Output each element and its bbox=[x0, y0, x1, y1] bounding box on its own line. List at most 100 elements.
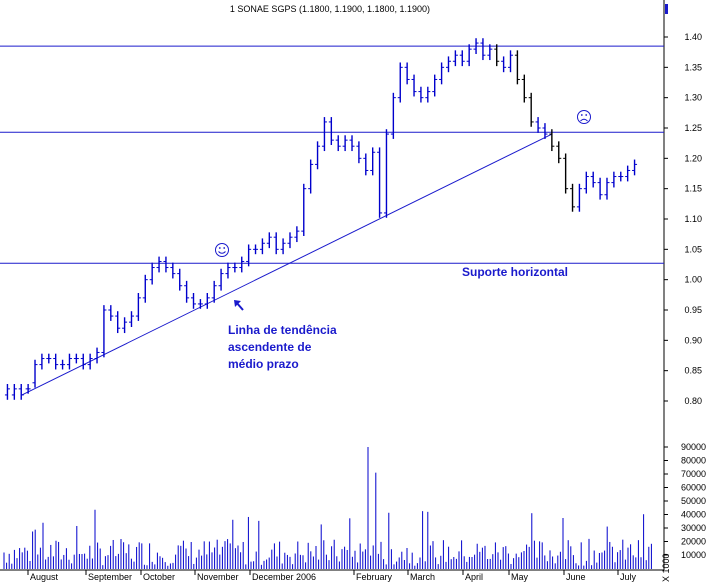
price-bar bbox=[18, 384, 24, 400]
price-bar bbox=[328, 117, 334, 145]
price-bar bbox=[60, 359, 66, 370]
price-bar bbox=[570, 183, 576, 212]
trendline bbox=[21, 133, 553, 396]
month-label: June bbox=[566, 572, 586, 582]
price-tick-label: 1.30 bbox=[684, 93, 702, 103]
price-bar bbox=[356, 141, 362, 164]
price-bar bbox=[390, 92, 396, 139]
trendline-annotation-line-2: ascendente de bbox=[228, 340, 312, 354]
month-label: August bbox=[30, 572, 59, 582]
month-label: April bbox=[465, 572, 483, 582]
price-bar bbox=[439, 62, 445, 85]
price-bar bbox=[80, 353, 86, 370]
price-tick-label: 1.25 bbox=[684, 123, 702, 133]
price-bar bbox=[218, 268, 224, 291]
volume-tick-label: 50000 bbox=[681, 496, 706, 506]
volume-tick-label: 40000 bbox=[681, 510, 706, 520]
price-bar bbox=[501, 56, 507, 73]
price-bar bbox=[528, 92, 534, 127]
price-bar bbox=[301, 183, 307, 236]
price-bar bbox=[122, 317, 128, 334]
price-bar bbox=[177, 268, 183, 291]
price-bar bbox=[170, 262, 176, 279]
price-bar bbox=[611, 171, 617, 188]
price-bar bbox=[521, 74, 527, 103]
price-bar bbox=[39, 353, 45, 370]
price-bar bbox=[632, 159, 638, 176]
price-tick-label: 1.15 bbox=[684, 184, 702, 194]
price-bar bbox=[480, 38, 486, 61]
price-bar bbox=[191, 293, 197, 309]
price-bar bbox=[239, 256, 245, 273]
price-bar bbox=[473, 38, 479, 54]
price-tick-label: 1.35 bbox=[684, 62, 702, 72]
price-bar bbox=[397, 62, 403, 103]
price-bar bbox=[73, 353, 79, 364]
price-bar bbox=[563, 153, 569, 194]
price-bar bbox=[377, 147, 383, 218]
price-bar bbox=[363, 153, 369, 176]
month-axis: August September October November December 2… bbox=[27, 570, 637, 582]
price-tick-label: 1.10 bbox=[684, 214, 702, 224]
price-bar bbox=[321, 117, 327, 152]
price-bar bbox=[349, 135, 355, 152]
price-bar bbox=[142, 274, 148, 303]
price-bar bbox=[514, 50, 520, 85]
month-label: November bbox=[197, 572, 239, 582]
price-tick-label: 0.80 bbox=[684, 396, 702, 406]
price-bar bbox=[590, 171, 596, 188]
price-bar bbox=[204, 293, 210, 309]
price-bar bbox=[32, 359, 38, 388]
price-bar bbox=[163, 256, 169, 273]
price-bar bbox=[211, 280, 217, 303]
month-label: March bbox=[410, 572, 435, 582]
price-bar bbox=[383, 129, 389, 218]
price-bar bbox=[94, 347, 100, 364]
volume-tick-label: 30000 bbox=[681, 523, 706, 533]
price-bar bbox=[508, 50, 514, 73]
price-bar bbox=[452, 50, 458, 67]
smiley-face-icon bbox=[215, 243, 229, 257]
arrow-icon bbox=[234, 300, 244, 311]
price-bar bbox=[46, 353, 52, 364]
price-bar bbox=[156, 256, 162, 273]
price-tick-label: 1.05 bbox=[684, 244, 702, 254]
price-bar bbox=[259, 238, 265, 255]
price-bar bbox=[618, 171, 624, 182]
price-bar bbox=[25, 384, 31, 394]
month-label: July bbox=[620, 572, 637, 582]
month-label: February bbox=[356, 572, 393, 582]
price-bar bbox=[625, 165, 631, 182]
price-bar bbox=[315, 141, 321, 170]
price-bar bbox=[445, 56, 451, 73]
price-bar bbox=[583, 171, 589, 194]
price-tick-label: 1.20 bbox=[684, 153, 702, 163]
price-bar bbox=[342, 135, 348, 152]
price-bar bbox=[418, 86, 424, 103]
price-bar bbox=[604, 177, 610, 200]
volume-axis: 90000 80000 70000 60000 50000 40000 30000 20000… bbox=[664, 442, 706, 560]
price-bar bbox=[432, 74, 438, 97]
price-bar bbox=[280, 238, 286, 255]
volume-unit-label: X 1000 bbox=[661, 553, 671, 582]
price-bar bbox=[66, 353, 72, 370]
price-bar bbox=[101, 305, 107, 358]
price-bar bbox=[370, 147, 376, 176]
price-bar bbox=[487, 44, 493, 61]
price-bar bbox=[135, 293, 141, 321]
price-bar bbox=[4, 384, 10, 400]
price-bar bbox=[542, 123, 548, 139]
volume-bars bbox=[3, 447, 652, 569]
price-bar bbox=[294, 226, 300, 243]
price-tick-label: 1.40 bbox=[684, 32, 702, 42]
volume-tick-label: 90000 bbox=[681, 442, 706, 452]
volume-tick-label: 60000 bbox=[681, 483, 706, 493]
price-bar bbox=[404, 62, 410, 85]
volume-tick-label: 80000 bbox=[681, 456, 706, 466]
price-bar bbox=[115, 311, 121, 334]
price-bar bbox=[459, 50, 465, 67]
month-label: October bbox=[143, 572, 175, 582]
price-bar bbox=[425, 86, 431, 103]
